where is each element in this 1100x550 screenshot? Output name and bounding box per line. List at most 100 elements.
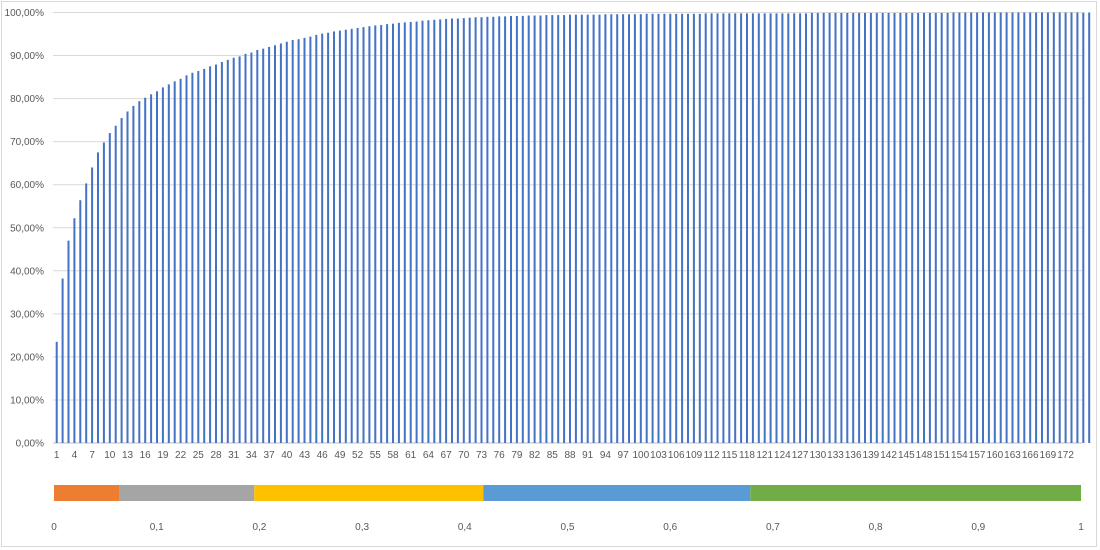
bar — [580, 14, 583, 444]
bar — [274, 45, 276, 444]
bar — [633, 14, 636, 444]
x-tick-label: 37 — [264, 450, 276, 461]
bar — [374, 25, 377, 443]
bar — [226, 59, 229, 443]
bar — [940, 12, 943, 443]
bar — [958, 12, 961, 443]
x-tick-label: 88 — [564, 450, 576, 461]
bar — [545, 15, 548, 443]
x-axis-labels: 1 4 7 10 13 16 19 22 25 28 31 34 37 40 43 46 49 52 55 58 61 6… — [54, 450, 1074, 461]
stack-tick-label: 0,9 — [971, 522, 985, 533]
x-tick-label: 154 — [951, 450, 968, 461]
bar — [645, 13, 648, 443]
bar — [73, 218, 76, 443]
x-tick-label: 85 — [547, 450, 559, 461]
bar — [810, 12, 813, 443]
bar — [964, 12, 967, 443]
bar — [1052, 12, 1055, 443]
bar — [692, 13, 695, 443]
bar — [468, 17, 471, 443]
bar — [515, 15, 518, 443]
bar — [150, 94, 153, 444]
bar — [1082, 12, 1085, 443]
bar — [238, 56, 241, 443]
x-tick-label: 49 — [334, 450, 346, 461]
bar — [120, 117, 123, 443]
bar — [185, 75, 188, 443]
x-tick-label: 127 — [792, 450, 809, 461]
bar — [952, 12, 955, 443]
bar — [616, 14, 619, 444]
x-tick-label: 22 — [175, 450, 187, 461]
bar — [1017, 12, 1020, 443]
x-tick-label: 55 — [370, 450, 382, 461]
bar — [698, 13, 701, 443]
bar — [250, 52, 253, 443]
x-tick-label: 67 — [441, 450, 453, 461]
bar — [333, 31, 335, 444]
y-tick-label: 40,00% — [10, 266, 44, 277]
x-tick-label: 139 — [863, 450, 880, 461]
bar — [350, 28, 353, 443]
x-tick-label: 16 — [140, 450, 152, 461]
x-tick-label: 46 — [317, 450, 329, 461]
stacked-segment-bar — [54, 485, 1081, 501]
x-tick-label: 61 — [405, 450, 417, 461]
x-tick-label: 91 — [582, 450, 594, 461]
bar — [344, 29, 347, 443]
x-tick-label: 19 — [157, 450, 169, 461]
x-tick-label: 157 — [969, 450, 986, 461]
bar — [864, 12, 866, 443]
x-tick-label: 94 — [600, 450, 612, 461]
bar — [793, 13, 796, 444]
x-tick-label: 160 — [986, 450, 1003, 461]
bar — [604, 14, 607, 444]
x-tick-label: 1 — [54, 450, 60, 461]
x-tick-label: 25 — [193, 450, 205, 461]
bar — [539, 15, 542, 444]
bar — [521, 15, 524, 443]
x-tick-label: 40 — [281, 450, 293, 461]
bar — [734, 13, 737, 444]
x-tick-label: 43 — [299, 450, 311, 461]
bar — [504, 16, 507, 443]
bar — [598, 14, 601, 444]
bar — [923, 12, 925, 443]
bar — [85, 183, 88, 443]
bar — [303, 37, 306, 443]
bar — [321, 33, 324, 443]
stack-tick-label: 0,5 — [561, 522, 575, 533]
bar — [763, 13, 766, 444]
x-tick-label: 82 — [529, 450, 541, 461]
y-tick-label: 50,00% — [10, 223, 44, 234]
y-axis-labels: 0,00% 10,00% 20,00% 30,00% 40,00% 50,00% 60,00… — [5, 8, 45, 450]
bar — [651, 13, 654, 443]
bar — [722, 13, 725, 444]
bar — [380, 24, 383, 444]
bar — [828, 12, 831, 443]
bar — [846, 12, 849, 443]
bar — [1041, 12, 1043, 443]
cumulative-bars — [55, 12, 1091, 444]
bar — [132, 105, 135, 443]
bar — [805, 13, 807, 444]
x-tick-label: 169 — [1040, 450, 1057, 461]
bar — [816, 12, 819, 443]
bar — [787, 13, 790, 444]
bar — [173, 81, 176, 443]
bar — [55, 341, 58, 443]
bar — [586, 14, 589, 444]
bar — [775, 13, 778, 444]
bar — [291, 40, 294, 443]
y-tick-label: 0,00% — [16, 439, 44, 450]
bar — [1088, 12, 1091, 443]
x-tick-label: 79 — [511, 450, 523, 461]
bar — [232, 57, 235, 443]
bar — [480, 17, 483, 443]
x-tick-label: 145 — [898, 450, 915, 461]
bar — [1046, 12, 1049, 443]
stack-tick-label: 0,1 — [150, 522, 164, 533]
bar — [881, 12, 884, 443]
x-tick-label: 115 — [721, 450, 737, 461]
